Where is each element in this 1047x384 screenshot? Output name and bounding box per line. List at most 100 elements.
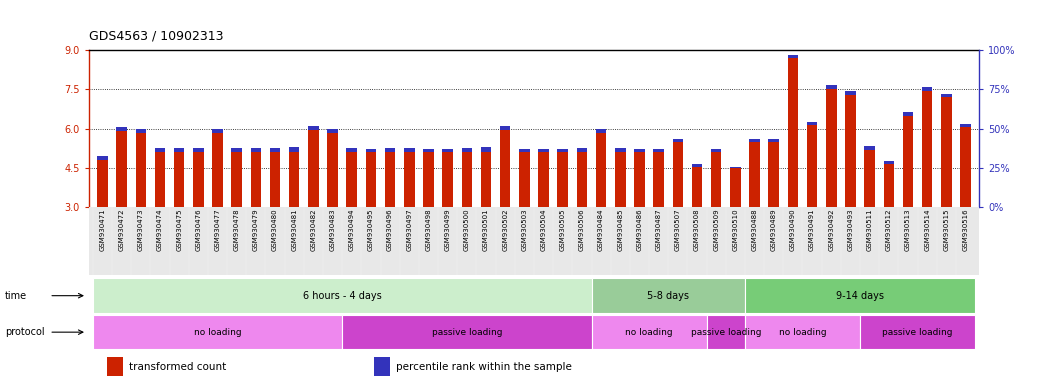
- Bar: [174, 152, 184, 207]
- Text: percentile rank within the sample: percentile rank within the sample: [396, 362, 572, 372]
- Bar: [404, 148, 415, 152]
- Text: GSM930503: GSM930503: [521, 209, 528, 252]
- Bar: [93, 278, 592, 313]
- Bar: [347, 148, 357, 152]
- Text: GSM930489: GSM930489: [771, 209, 777, 252]
- Bar: [462, 148, 472, 152]
- Bar: [692, 167, 703, 207]
- Bar: [270, 152, 281, 207]
- Text: GSM930495: GSM930495: [367, 209, 374, 251]
- Bar: [941, 97, 952, 207]
- Bar: [289, 147, 299, 152]
- Bar: [97, 160, 108, 207]
- Text: no loading: no loading: [625, 328, 673, 337]
- Text: GSM930482: GSM930482: [310, 209, 316, 251]
- Bar: [347, 152, 357, 207]
- Bar: [423, 149, 433, 152]
- Bar: [135, 129, 146, 132]
- Bar: [557, 152, 569, 207]
- Bar: [960, 124, 971, 127]
- Bar: [89, 207, 979, 275]
- Bar: [270, 148, 281, 152]
- Bar: [289, 152, 299, 207]
- Text: GSM930472: GSM930472: [118, 209, 125, 251]
- Bar: [745, 315, 860, 349]
- Text: GSM930496: GSM930496: [387, 209, 393, 252]
- Bar: [922, 91, 933, 207]
- Bar: [707, 315, 745, 349]
- Text: passive loading: passive loading: [883, 328, 953, 337]
- Text: GSM930504: GSM930504: [540, 209, 547, 251]
- Bar: [116, 131, 127, 207]
- Text: 6 hours - 4 days: 6 hours - 4 days: [303, 291, 381, 301]
- Text: GSM930508: GSM930508: [694, 209, 700, 252]
- Bar: [374, 357, 389, 376]
- Text: GSM930515: GSM930515: [943, 209, 950, 251]
- Bar: [231, 148, 242, 152]
- Bar: [107, 357, 122, 376]
- Text: GSM930513: GSM930513: [905, 209, 911, 252]
- Bar: [672, 139, 683, 142]
- Text: GSM930479: GSM930479: [253, 209, 259, 252]
- Bar: [692, 164, 703, 167]
- Text: GSM930481: GSM930481: [291, 209, 297, 252]
- Text: GSM930488: GSM930488: [752, 209, 758, 252]
- Bar: [174, 148, 184, 152]
- Bar: [865, 146, 875, 150]
- Bar: [135, 132, 146, 207]
- Bar: [499, 126, 511, 130]
- Bar: [592, 278, 745, 313]
- Bar: [538, 152, 549, 207]
- Bar: [860, 315, 975, 349]
- Text: GSM930514: GSM930514: [925, 209, 930, 251]
- Bar: [231, 152, 242, 207]
- Bar: [615, 148, 625, 152]
- Bar: [443, 149, 453, 152]
- Bar: [308, 130, 318, 207]
- Bar: [807, 125, 818, 207]
- Text: GSM930492: GSM930492: [828, 209, 834, 251]
- Bar: [807, 122, 818, 125]
- Bar: [499, 130, 511, 207]
- Bar: [903, 116, 913, 207]
- Bar: [596, 132, 606, 207]
- Bar: [250, 152, 261, 207]
- Text: GSM930473: GSM930473: [138, 209, 143, 252]
- Text: GSM930478: GSM930478: [233, 209, 240, 252]
- Text: GSM930471: GSM930471: [99, 209, 106, 252]
- Text: GSM930505: GSM930505: [560, 209, 565, 251]
- Bar: [308, 126, 318, 130]
- Bar: [768, 139, 779, 142]
- Bar: [653, 152, 664, 207]
- Bar: [365, 149, 376, 152]
- Bar: [328, 132, 338, 207]
- Text: GSM930494: GSM930494: [349, 209, 355, 251]
- Text: GSM930491: GSM930491: [809, 209, 815, 252]
- Bar: [404, 152, 415, 207]
- Bar: [328, 129, 338, 132]
- Bar: [768, 142, 779, 207]
- Bar: [845, 91, 855, 94]
- Bar: [826, 89, 837, 207]
- Text: no loading: no loading: [194, 328, 241, 337]
- Bar: [750, 139, 760, 142]
- Bar: [884, 164, 894, 207]
- Bar: [903, 113, 913, 116]
- Bar: [93, 315, 342, 349]
- Bar: [213, 132, 223, 207]
- Bar: [538, 149, 549, 152]
- Bar: [865, 150, 875, 207]
- Text: GSM930490: GSM930490: [789, 209, 796, 252]
- Text: 9-14 days: 9-14 days: [836, 291, 884, 301]
- Bar: [787, 58, 798, 207]
- Bar: [941, 94, 952, 97]
- Bar: [745, 278, 975, 313]
- Bar: [826, 85, 837, 89]
- Bar: [193, 148, 203, 152]
- Text: GSM930476: GSM930476: [196, 209, 201, 252]
- Text: GSM930510: GSM930510: [732, 209, 738, 252]
- Text: GSM930500: GSM930500: [464, 209, 470, 252]
- Bar: [577, 148, 587, 152]
- Bar: [116, 127, 127, 131]
- Bar: [653, 149, 664, 152]
